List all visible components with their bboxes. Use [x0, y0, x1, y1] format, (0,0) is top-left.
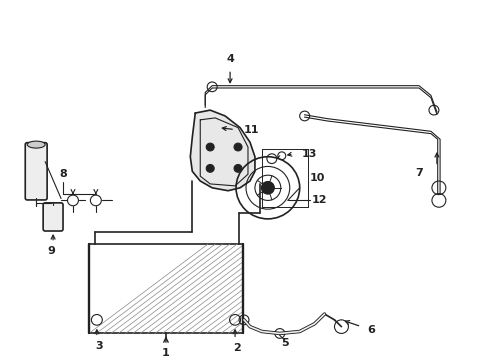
Bar [89, 244, 243, 333]
Circle shape [206, 165, 214, 172]
Text: 5: 5 [281, 338, 289, 348]
Text: 11: 11 [244, 125, 260, 135]
FancyBboxPatch shape [43, 203, 63, 231]
Text: 3: 3 [95, 341, 102, 351]
Text: 12: 12 [312, 195, 327, 206]
FancyBboxPatch shape [25, 143, 47, 200]
Circle shape [234, 165, 242, 172]
Text: 6: 6 [368, 325, 375, 334]
Text: 7: 7 [415, 168, 423, 178]
Text: 13: 13 [302, 149, 317, 159]
Ellipse shape [27, 141, 45, 148]
Text: 9: 9 [47, 246, 55, 256]
Polygon shape [190, 110, 255, 191]
Circle shape [234, 143, 242, 151]
Text: 8: 8 [59, 169, 67, 179]
Text: 2: 2 [233, 343, 241, 353]
Text: 10: 10 [310, 173, 325, 183]
Text: 4: 4 [226, 54, 234, 63]
Circle shape [261, 181, 274, 194]
Text: 1: 1 [162, 348, 170, 358]
Circle shape [206, 143, 214, 151]
